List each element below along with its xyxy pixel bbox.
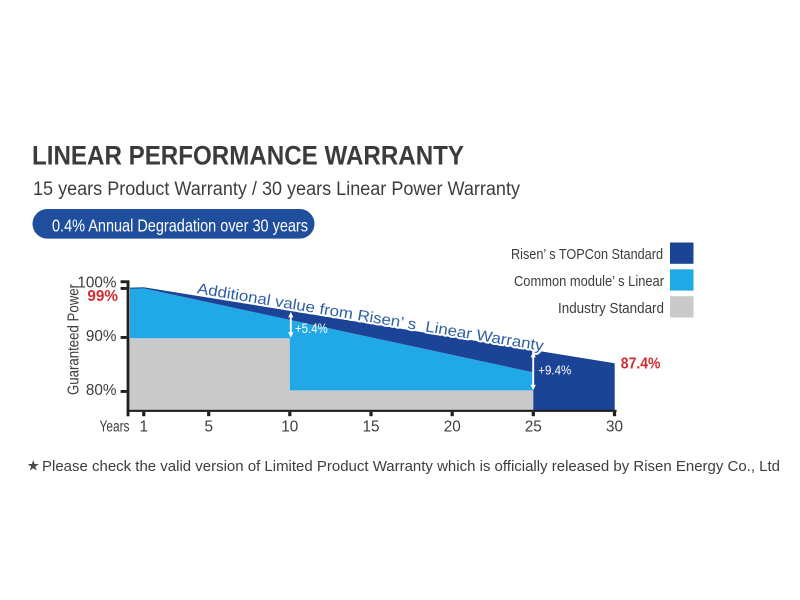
svg-text:80%: 80% [86,382,117,399]
svg-text:+5.4%: +5.4% [295,321,328,336]
svg-text:★: ★ [27,459,40,475]
svg-text:25: 25 [525,419,542,436]
svg-text:Common module’ s Linear: Common module’ s Linear [514,273,664,290]
svg-text:87.4%: 87.4% [621,356,661,373]
svg-text:0.4% Annual Degradation over 3: 0.4% Annual Degradation over 30 years [52,216,308,236]
svg-text:90%: 90% [86,328,117,345]
svg-text:5: 5 [204,419,213,436]
svg-text:20: 20 [444,419,461,436]
svg-text:15: 15 [362,419,379,436]
svg-text:99%: 99% [87,288,118,305]
svg-text:Industry Standard: Industry Standard [558,300,664,317]
svg-text:Years: Years [100,419,130,436]
svg-text:+9.4%: +9.4% [538,362,571,377]
svg-text:1: 1 [139,419,148,436]
svg-text:15 years Product Warranty / 30: 15 years Product Warranty / 30 years Lin… [33,179,520,200]
svg-text:LINEAR PERFORMANCE WARRANTY: LINEAR PERFORMANCE WARRANTY [32,140,464,170]
svg-text:100%: 100% [77,274,117,291]
svg-text:30: 30 [606,419,623,436]
svg-text:10: 10 [281,419,298,436]
svg-text:Guaranteed Power: Guaranteed Power [66,284,83,395]
svg-text:Please check the valid version: Please check the valid version of Limite… [42,458,780,475]
svg-text:Risen’ s TOPCon Standard: Risen’ s TOPCon Standard [511,246,663,263]
